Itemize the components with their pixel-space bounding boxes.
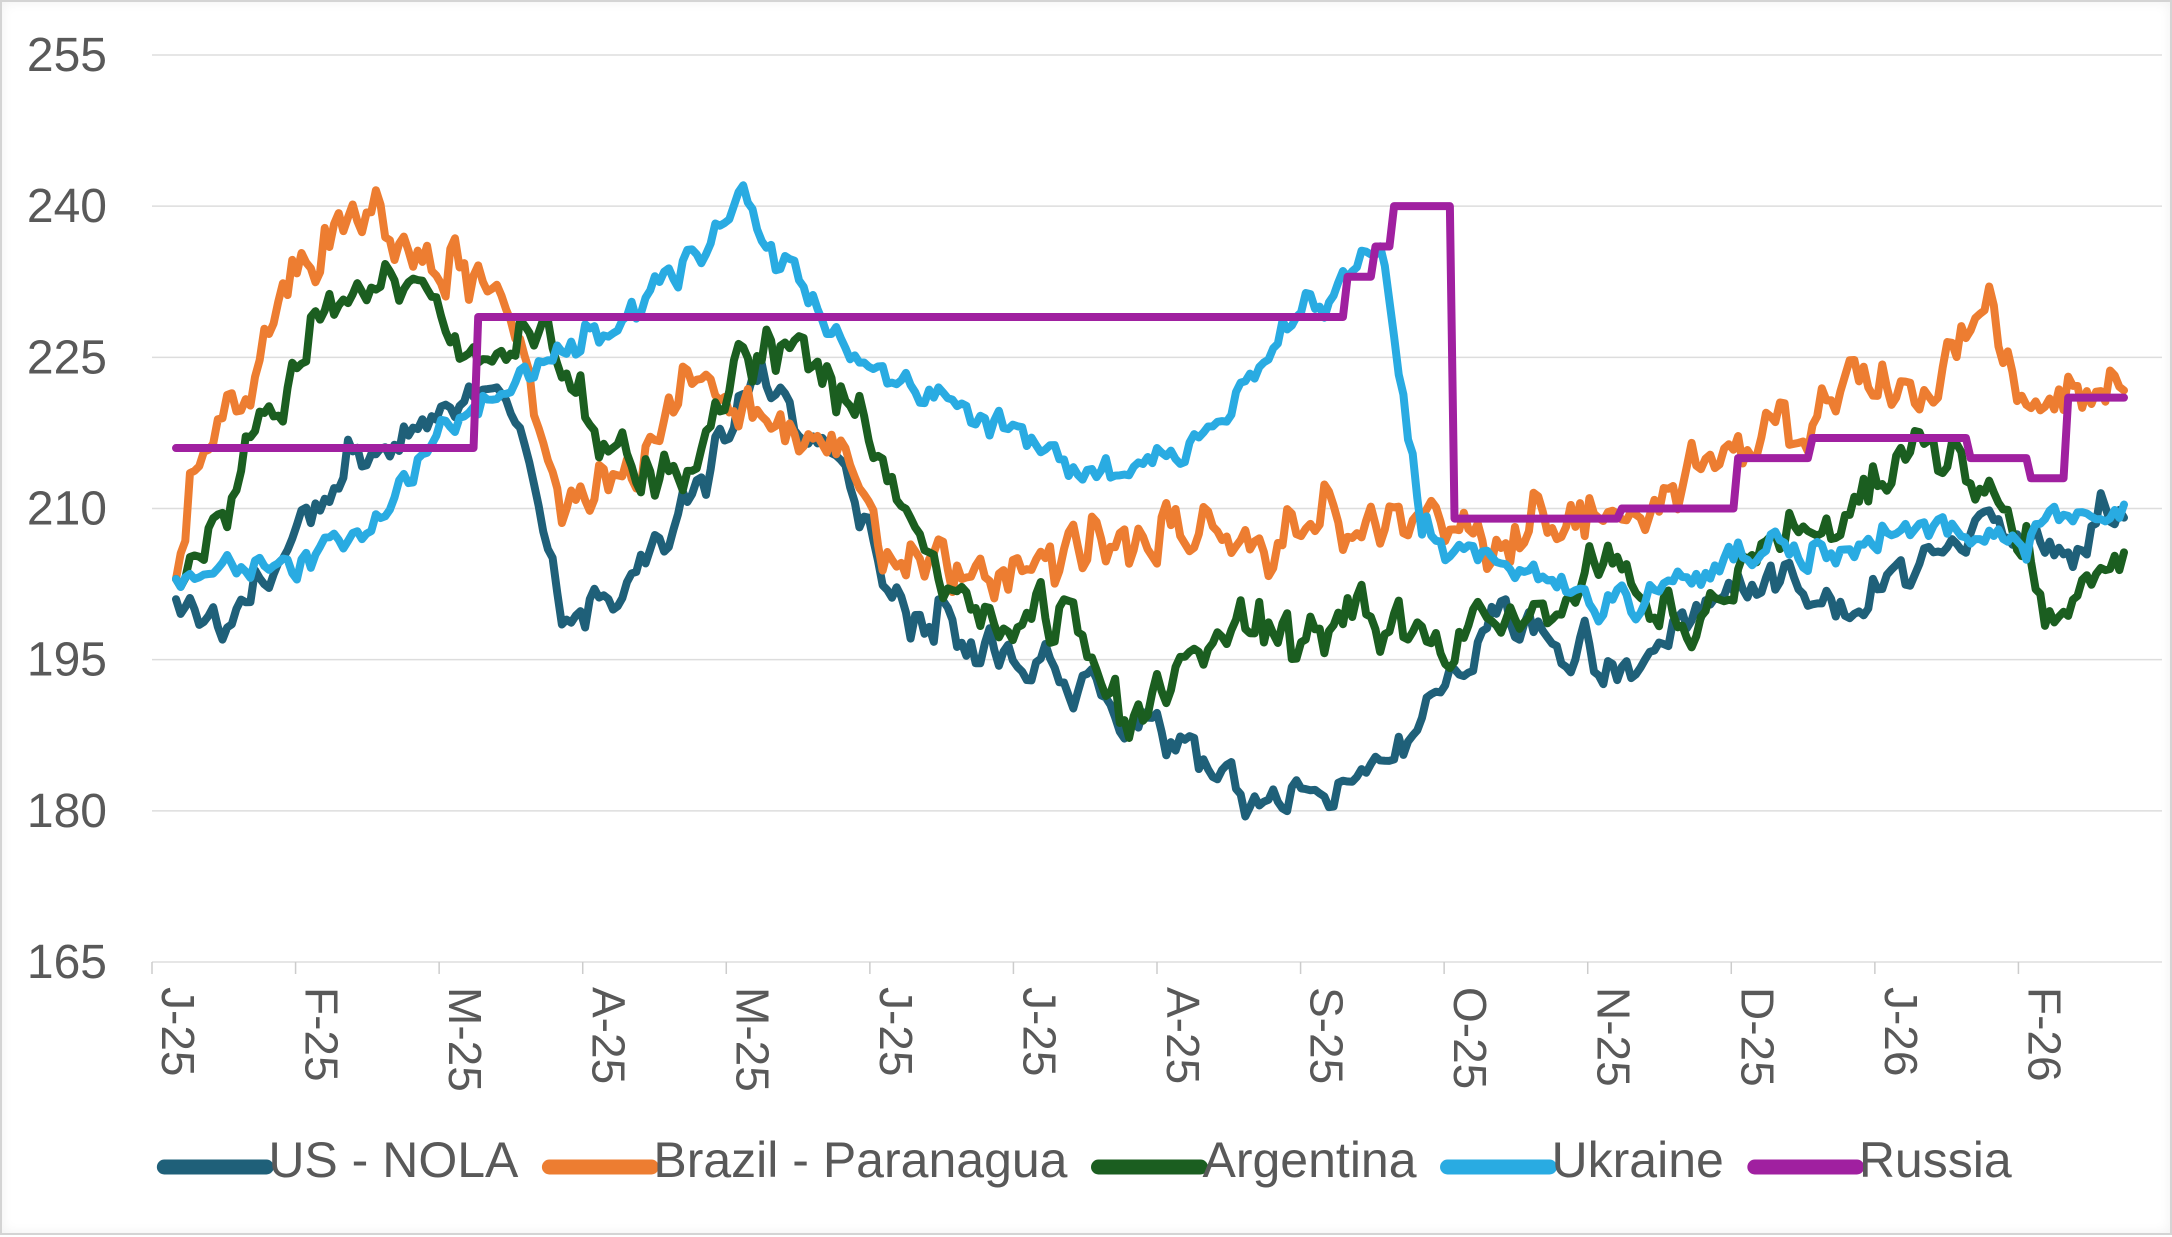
svg-text:F-25: F-25 xyxy=(296,987,348,1082)
svg-text:D-25: D-25 xyxy=(1731,987,1783,1087)
svg-text:J-25: J-25 xyxy=(1013,987,1065,1076)
svg-text:M-25: M-25 xyxy=(439,987,491,1092)
svg-text:Brazil - Paranagua: Brazil - Paranagua xyxy=(653,1132,1067,1188)
svg-text:240: 240 xyxy=(27,180,107,233)
svg-text:195: 195 xyxy=(27,634,107,687)
svg-text:N-25: N-25 xyxy=(1588,987,1640,1087)
svg-text:Ukraine: Ukraine xyxy=(1552,1132,1724,1188)
svg-text:J-25: J-25 xyxy=(152,987,204,1076)
svg-text:Russia: Russia xyxy=(1859,1132,2012,1188)
svg-text:255: 255 xyxy=(27,29,107,82)
svg-text:J-25: J-25 xyxy=(870,987,922,1076)
svg-text:165: 165 xyxy=(27,936,107,989)
svg-text:180: 180 xyxy=(27,785,107,838)
svg-text:J-26: J-26 xyxy=(1875,987,1927,1076)
svg-text:O-25: O-25 xyxy=(1444,987,1496,1089)
svg-text:US - NOLA: US - NOLA xyxy=(268,1132,519,1188)
svg-text:225: 225 xyxy=(27,331,107,384)
svg-text:210: 210 xyxy=(27,483,107,536)
svg-text:F-26: F-26 xyxy=(2018,987,2070,1082)
svg-text:S-25: S-25 xyxy=(1301,987,1353,1084)
svg-text:M-25: M-25 xyxy=(726,987,778,1092)
svg-text:A-25: A-25 xyxy=(583,987,635,1084)
svg-text:A-25: A-25 xyxy=(1157,987,1209,1084)
svg-text:Argentina: Argentina xyxy=(1203,1132,1417,1188)
